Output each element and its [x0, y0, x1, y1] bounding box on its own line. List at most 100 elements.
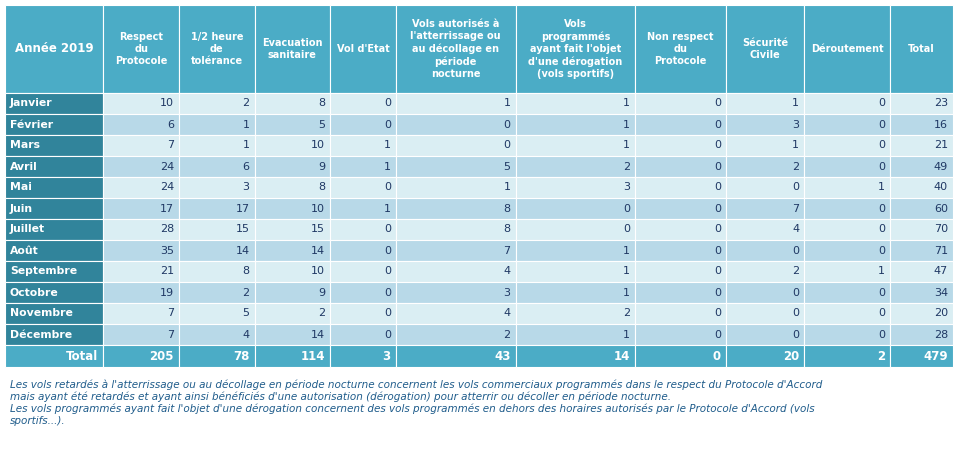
- Bar: [726, 5, 805, 93]
- Text: 3: 3: [242, 183, 250, 192]
- Bar: [396, 324, 515, 345]
- Text: 8: 8: [318, 99, 326, 108]
- Bar: [805, 324, 890, 345]
- Bar: [331, 114, 396, 135]
- Text: Août: Août: [10, 246, 38, 256]
- Text: 10: 10: [311, 267, 326, 276]
- Bar: [331, 135, 396, 156]
- Text: Vols
programmés
ayant fait l'objet
d'une dérogation
(vols sportifs): Vols programmés ayant fait l'objet d'une…: [528, 19, 623, 78]
- Bar: [103, 282, 179, 303]
- Bar: [515, 303, 635, 324]
- Text: 28: 28: [934, 330, 948, 340]
- Text: 1: 1: [504, 99, 511, 108]
- Bar: [635, 135, 726, 156]
- Bar: [396, 114, 515, 135]
- Text: Octobre: Octobre: [10, 287, 58, 297]
- Bar: [103, 345, 179, 367]
- Bar: [5, 240, 103, 261]
- Bar: [515, 135, 635, 156]
- Text: 15: 15: [236, 224, 250, 235]
- Bar: [726, 303, 805, 324]
- Bar: [805, 114, 890, 135]
- Text: Sécurité
Civile: Sécurité Civile: [742, 38, 788, 60]
- Text: 114: 114: [301, 349, 326, 363]
- Bar: [255, 282, 331, 303]
- Bar: [890, 156, 953, 177]
- Text: 4: 4: [504, 267, 511, 276]
- Text: 9: 9: [318, 287, 326, 297]
- Bar: [103, 135, 179, 156]
- Text: Mai: Mai: [10, 183, 32, 192]
- Bar: [805, 219, 890, 240]
- Text: 1/2 heure
de
tolérance: 1/2 heure de tolérance: [191, 32, 243, 66]
- Text: 14: 14: [311, 330, 326, 340]
- Text: 2: 2: [318, 308, 326, 319]
- Bar: [396, 282, 515, 303]
- Text: Les vols programmés ayant fait l'objet d'une dérogation concernent des vols prog: Les vols programmés ayant fait l'objet d…: [10, 404, 814, 414]
- Text: 7: 7: [504, 246, 511, 256]
- Bar: [331, 93, 396, 114]
- Text: 8: 8: [504, 203, 511, 213]
- Bar: [726, 114, 805, 135]
- Text: Total: Total: [908, 44, 935, 54]
- Bar: [5, 114, 103, 135]
- Bar: [890, 114, 953, 135]
- Bar: [635, 93, 726, 114]
- Bar: [396, 135, 515, 156]
- Bar: [515, 93, 635, 114]
- Text: 21: 21: [934, 140, 948, 151]
- Text: 5: 5: [242, 308, 250, 319]
- Text: 10: 10: [160, 99, 174, 108]
- Text: 0: 0: [714, 330, 721, 340]
- Bar: [103, 324, 179, 345]
- Text: 1: 1: [624, 287, 630, 297]
- Bar: [890, 240, 953, 261]
- Text: 0: 0: [504, 140, 511, 151]
- Bar: [515, 114, 635, 135]
- Bar: [331, 303, 396, 324]
- Text: 5: 5: [504, 162, 511, 172]
- Bar: [179, 261, 255, 282]
- Text: 0: 0: [714, 308, 721, 319]
- Text: 0: 0: [878, 99, 885, 108]
- Bar: [890, 345, 953, 367]
- Text: 0: 0: [792, 287, 799, 297]
- Text: 0: 0: [878, 119, 885, 129]
- Bar: [890, 261, 953, 282]
- Bar: [255, 303, 331, 324]
- Text: Juin: Juin: [10, 203, 34, 213]
- Bar: [103, 5, 179, 93]
- Text: 1: 1: [624, 99, 630, 108]
- Text: Non respect
du
Protocole: Non respect du Protocole: [648, 32, 714, 66]
- Text: 70: 70: [934, 224, 948, 235]
- Bar: [805, 240, 890, 261]
- Bar: [331, 324, 396, 345]
- Text: 0: 0: [384, 246, 391, 256]
- Text: 0: 0: [878, 140, 885, 151]
- Bar: [396, 156, 515, 177]
- Bar: [805, 5, 890, 93]
- Bar: [396, 303, 515, 324]
- Text: 7: 7: [167, 330, 174, 340]
- Text: Janvier: Janvier: [10, 99, 53, 108]
- Bar: [805, 135, 890, 156]
- Bar: [255, 135, 331, 156]
- Bar: [726, 177, 805, 198]
- Bar: [890, 135, 953, 156]
- Bar: [179, 93, 255, 114]
- Bar: [103, 114, 179, 135]
- Text: 1: 1: [624, 140, 630, 151]
- Bar: [635, 282, 726, 303]
- Text: 20: 20: [934, 308, 948, 319]
- Bar: [635, 261, 726, 282]
- Bar: [635, 324, 726, 345]
- Text: 9: 9: [318, 162, 326, 172]
- Bar: [805, 93, 890, 114]
- Text: 0: 0: [792, 330, 799, 340]
- Bar: [103, 156, 179, 177]
- Text: 8: 8: [318, 183, 326, 192]
- Bar: [179, 219, 255, 240]
- Text: 0: 0: [714, 287, 721, 297]
- Text: 0: 0: [792, 183, 799, 192]
- Bar: [179, 5, 255, 93]
